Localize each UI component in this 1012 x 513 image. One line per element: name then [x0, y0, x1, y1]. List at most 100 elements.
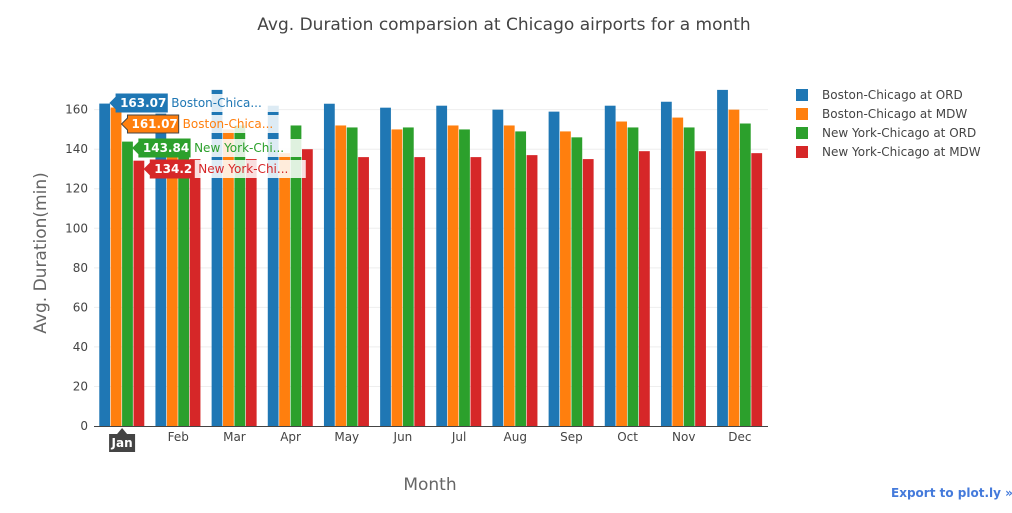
bar[interactable] [459, 129, 470, 426]
x-tick-label: Sep [560, 430, 583, 444]
legend-item[interactable]: Boston-Chicago at MDW [796, 107, 967, 121]
bar[interactable] [99, 103, 111, 426]
y-tick-label: 140 [65, 142, 88, 156]
bar[interactable] [267, 105, 279, 426]
hover-series-name: Boston-Chica... [183, 117, 274, 131]
bar[interactable] [178, 149, 190, 426]
bar[interactable] [582, 159, 594, 426]
hover-series-name: New York-Chi... [194, 141, 284, 155]
bar[interactable] [548, 111, 560, 426]
legend-label: New York-Chicago at ORD [822, 126, 976, 140]
bar[interactable] [560, 131, 571, 426]
legend-label: New York-Chicago at MDW [822, 145, 981, 159]
bar[interactable] [301, 149, 313, 426]
x-tick-label: Jan [111, 436, 133, 450]
bar[interactable] [717, 89, 728, 426]
bar[interactable] [638, 151, 650, 426]
bar[interactable] [728, 109, 740, 426]
bar[interactable] [380, 107, 391, 427]
bar[interactable] [245, 159, 257, 426]
bar[interactable] [503, 125, 515, 426]
bar[interactable] [751, 153, 763, 426]
bar[interactable] [436, 105, 448, 426]
x-axis-ticks: Jan Feb Mar Apr May Jun Jul Aug Sep Oct Nov Dec [109, 428, 752, 452]
bar[interactable] [110, 107, 122, 426]
legend-swatch [796, 127, 808, 139]
bar[interactable] [660, 101, 672, 426]
bar[interactable] [122, 141, 133, 427]
y-axis-ticks: 0 20 40 60 80 100 120 140 160 [65, 103, 88, 433]
bar[interactable] [211, 89, 223, 426]
bar[interactable] [470, 157, 482, 427]
bar[interactable] [695, 151, 706, 426]
bar[interactable] [223, 129, 234, 426]
bar[interactable] [672, 117, 684, 426]
y-tick-label: 100 [65, 221, 88, 235]
chart-title: Avg. Duration comparsion at Chicago airp… [257, 15, 750, 35]
bar[interactable] [683, 127, 695, 426]
x-tick-label: Feb [168, 430, 189, 444]
x-tick-label: Jun [393, 430, 413, 444]
x-hover-label: Jan [109, 428, 136, 452]
bar[interactable] [414, 157, 426, 427]
hover-label: 143.84 New York-Chi... [132, 138, 302, 158]
y-tick-label: 160 [65, 103, 88, 117]
hover-label: 163.07 Boston-Chica... [109, 93, 279, 113]
legend-swatch [796, 146, 808, 158]
legend-label: Boston-Chicago at ORD [822, 88, 963, 102]
bar[interactable] [279, 153, 290, 426]
bar[interactable] [402, 127, 414, 426]
bar[interactable] [189, 159, 201, 426]
x-tick-label: Dec [728, 430, 751, 444]
hover-tooltip: 163.07 Boston-Chica... 161.07 Boston-Chica.… [109, 93, 306, 179]
hover-value: 163.07 [120, 96, 166, 110]
y-tick-label: 120 [65, 182, 88, 196]
x-tick-label: Oct [617, 430, 638, 444]
bar[interactable] [234, 125, 246, 426]
bar[interactable] [346, 127, 358, 426]
x-tick-label: Nov [672, 430, 695, 444]
x-axis-title: Month [403, 475, 456, 495]
legend-label: Boston-Chicago at MDW [822, 107, 967, 121]
bar[interactable] [133, 160, 145, 427]
x-tick-label: Mar [223, 430, 246, 444]
bars-group[interactable] [99, 89, 763, 427]
bar[interactable] [447, 125, 459, 426]
y-tick-label: 20 [73, 379, 88, 393]
bar[interactable] [358, 157, 369, 427]
bar[interactable] [616, 121, 627, 427]
bar[interactable] [323, 103, 335, 426]
x-tick-label: May [334, 430, 359, 444]
bar[interactable] [739, 123, 751, 427]
legend[interactable]: Boston-Chicago at ORD Boston-Chicago at M… [796, 88, 981, 159]
hover-value: 134.2 [154, 162, 192, 176]
hover-value: 161.07 [131, 117, 177, 131]
x-tick-label: Apr [280, 430, 301, 444]
export-to-plotly-link[interactable]: Export to plot.ly » [891, 486, 1012, 500]
legend-item[interactable]: Boston-Chicago at ORD [796, 88, 963, 102]
hover-label: 134.2 New York-Chi... [143, 159, 306, 179]
y-tick-label: 0 [80, 419, 88, 433]
legend-swatch [796, 108, 808, 120]
hover-value: 143.84 [143, 141, 189, 155]
legend-swatch [796, 89, 808, 101]
bar[interactable] [391, 129, 403, 426]
bar[interactable] [571, 137, 583, 426]
x-tick-label: Jul [451, 430, 466, 444]
bar[interactable] [492, 109, 504, 426]
bar[interactable] [604, 105, 616, 426]
bar[interactable] [515, 131, 527, 426]
bar[interactable] [627, 127, 639, 426]
x-tick-label: Aug [504, 430, 527, 444]
legend-item[interactable]: New York-Chicago at ORD [796, 126, 976, 140]
hover-series-name: New York-Chi... [198, 162, 288, 176]
bar[interactable] [335, 125, 347, 426]
bar[interactable] [526, 155, 538, 426]
y-tick-label: 40 [73, 340, 88, 354]
bar[interactable] [166, 139, 178, 426]
bar[interactable] [290, 125, 302, 426]
legend-item[interactable]: New York-Chicago at MDW [796, 145, 981, 159]
bar[interactable] [155, 113, 167, 427]
hover-series-name: Boston-Chica... [171, 96, 262, 110]
